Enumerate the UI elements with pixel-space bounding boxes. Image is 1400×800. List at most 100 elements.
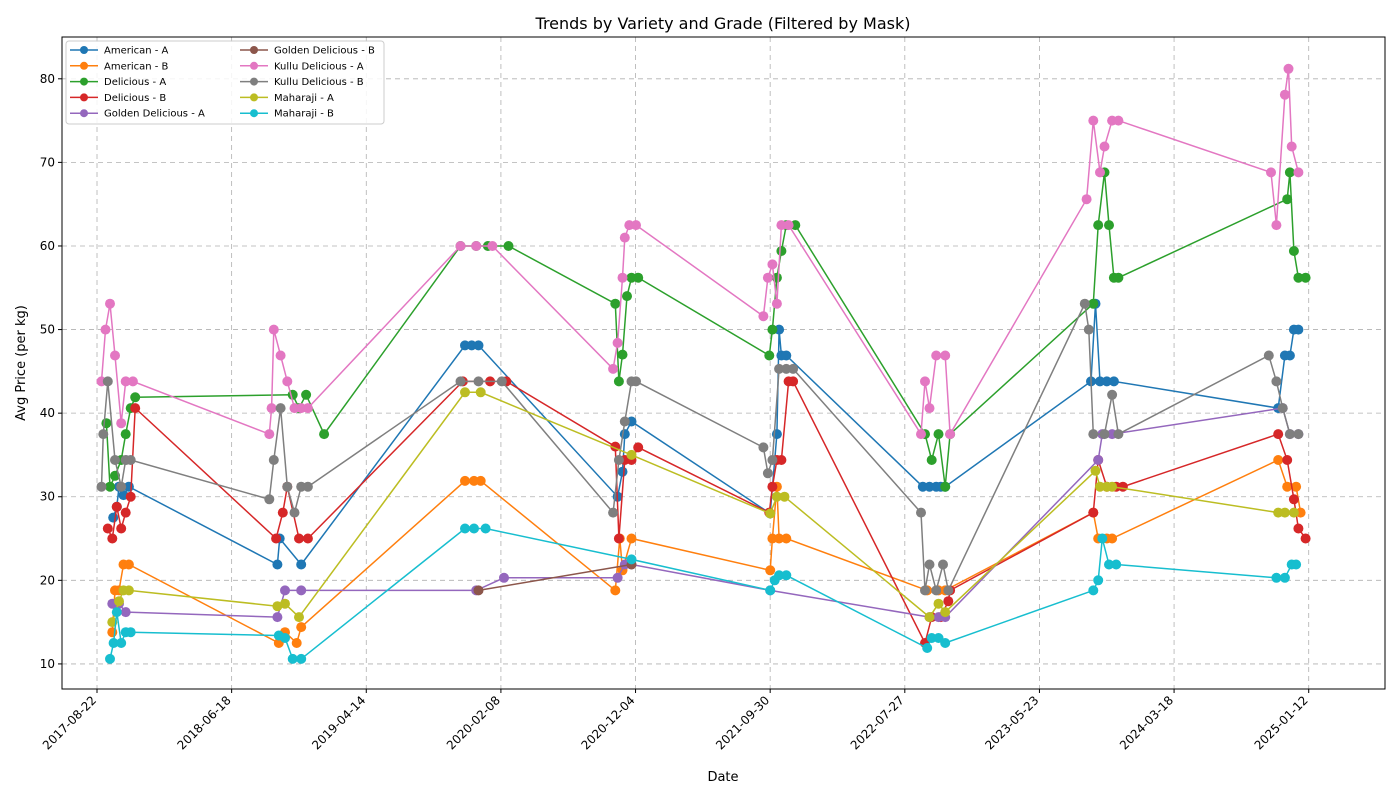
data-point [268, 324, 279, 335]
data-point [1293, 429, 1304, 440]
y-tick-label: 70 [40, 155, 55, 169]
legend-item: Golden Delicious - A [70, 109, 205, 120]
data-point [108, 512, 119, 523]
data-point [1093, 455, 1104, 465]
data-point [1279, 507, 1290, 518]
data-point [114, 596, 124, 607]
data-point [776, 455, 787, 465]
data-point [102, 523, 113, 534]
data-point [475, 475, 486, 486]
data-point [779, 491, 790, 502]
x-tick-label: 2023-05-23 [982, 693, 1041, 752]
data-point [1279, 89, 1290, 100]
data-point [613, 376, 624, 387]
data-point [933, 598, 944, 609]
data-point [608, 507, 619, 518]
legend-label: Kullu Delicious - B [274, 77, 364, 88]
data-point [765, 565, 776, 576]
data-point [1288, 246, 1299, 256]
data-point [767, 259, 778, 270]
legend-item: Maharaji - B [240, 109, 334, 120]
data-point [916, 507, 926, 518]
y-axis-label: Avg Price (per kg) [14, 305, 29, 421]
data-point [480, 523, 491, 534]
data-point [294, 612, 304, 623]
data-point [1284, 350, 1295, 361]
data-point [455, 376, 466, 387]
data-point [633, 272, 644, 283]
data-point [110, 455, 120, 465]
data-point [1273, 455, 1284, 465]
x-axis-label: Date [707, 770, 738, 785]
legend-item: Delicious - A [70, 77, 166, 88]
data-point [120, 429, 131, 440]
data-point [1088, 298, 1099, 309]
legend-label: Kullu Delicious - A [274, 61, 364, 72]
data-point [120, 607, 131, 618]
x-tick-label: 2020-12-04 [578, 693, 637, 752]
data-point [1107, 533, 1118, 544]
legend-box [65, 40, 385, 125]
data-point [788, 363, 799, 374]
grid [62, 37, 1385, 689]
data-point [275, 403, 286, 414]
data-point [120, 507, 131, 518]
x-tick-label: 2024-03-18 [1117, 693, 1176, 752]
data-point [765, 508, 776, 519]
data-point [101, 418, 112, 429]
data-point [125, 627, 136, 638]
data-point [475, 387, 486, 398]
data-point [767, 324, 778, 335]
data-point [282, 481, 293, 492]
legend-label: Golden Delicious - A [104, 109, 205, 120]
legend-marker [80, 109, 88, 118]
data-point [940, 638, 951, 648]
data-point [111, 607, 122, 618]
data-point [933, 429, 944, 440]
data-point [1108, 376, 1119, 387]
data-point [116, 418, 127, 429]
data-point [1284, 167, 1295, 178]
chart-title: Trends by Variety and Grade (Filtered by… [535, 14, 911, 33]
y-tick-label: 20 [40, 573, 55, 587]
data-point [931, 585, 942, 596]
data-point [272, 601, 283, 612]
data-point [1282, 194, 1293, 205]
data-point [110, 350, 120, 361]
legend-label: Maharaji - B [274, 109, 334, 120]
data-point [781, 533, 792, 544]
data-point [758, 311, 769, 322]
y-tick-label: 10 [40, 657, 55, 671]
legend-label: Maharaji - A [274, 93, 334, 104]
y-tick-label: 80 [40, 72, 55, 86]
data-point [1291, 559, 1302, 570]
x-tick-label: 2019-04-14 [309, 693, 368, 752]
data-point [943, 585, 954, 596]
data-point [916, 429, 926, 440]
x-tick-label: 2017-08-22 [40, 693, 99, 752]
data-point [268, 455, 279, 465]
legend-label: Delicious - A [104, 77, 166, 88]
data-point [920, 585, 930, 596]
data-point [617, 272, 628, 283]
data-point [926, 455, 937, 465]
data-point [758, 442, 769, 453]
y-axis: 10 20 30 40 50 60 70 80 [40, 72, 62, 671]
data-point [460, 523, 470, 534]
data-point [776, 220, 787, 231]
data-point [767, 455, 778, 465]
data-point [1282, 455, 1293, 465]
legend-label: Delicious - B [104, 93, 166, 104]
data-point [108, 638, 119, 648]
data-point [272, 612, 283, 623]
data-point [319, 429, 330, 440]
series-8 [107, 387, 1299, 628]
data-point [788, 376, 799, 387]
data-point [96, 481, 107, 492]
series-0 [108, 298, 1304, 570]
data-point [296, 653, 307, 664]
data-point [781, 350, 792, 361]
data-point [631, 220, 641, 231]
data-point [302, 533, 313, 544]
data-point [130, 392, 141, 403]
